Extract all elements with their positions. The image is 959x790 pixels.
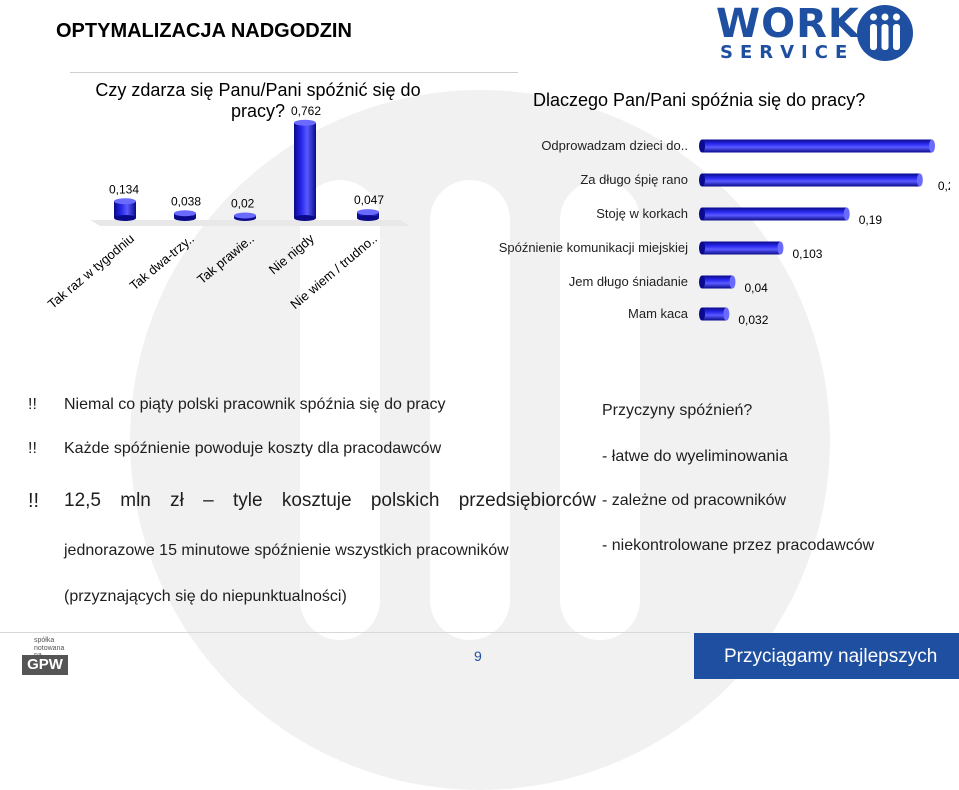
page-number: 9 bbox=[474, 648, 482, 664]
gpw-line-1: spółka bbox=[34, 637, 55, 644]
watermark-stripe-2 bbox=[430, 180, 510, 640]
chart-left-bar-base bbox=[174, 215, 196, 221]
chart-left-bar-base bbox=[114, 215, 136, 221]
chart-left-bar-top bbox=[294, 119, 316, 126]
bullet-2-text: Każde spóźnienie powoduje koszty dla pra… bbox=[64, 440, 442, 457]
chart-right-bar-top bbox=[916, 173, 923, 187]
chart-right-value-label: 0,04 bbox=[744, 281, 768, 295]
chart-right-value-label: 0,19 bbox=[859, 213, 883, 227]
chart-left-value-label: 0,762 bbox=[291, 104, 321, 118]
chart-right-bar-base bbox=[699, 173, 705, 187]
chart-left-bar-top bbox=[114, 198, 136, 205]
reasons-item-1: - łatwe do wyeliminowania bbox=[602, 448, 788, 465]
chart-left-bar bbox=[294, 122, 316, 218]
chart-right-category-label: Jem długo śniadanie bbox=[569, 274, 688, 289]
chart-right-value-label: 0,032 bbox=[738, 313, 768, 327]
chart-left-title: Czy zdarza się Panu/Pani spóźnić się do … bbox=[95, 80, 421, 121]
chart-left-category-label: Nie nigdy bbox=[266, 230, 318, 277]
chart-left-bar-top bbox=[357, 209, 379, 216]
chart-right-value-label: 0,103 bbox=[792, 247, 822, 261]
logo-word: WORK bbox=[716, 1, 860, 47]
chart-right-bar-base bbox=[699, 275, 705, 289]
chart-right-category-label: Odprowadzam dzieci do.. bbox=[541, 138, 688, 153]
chart-right-category-label: Mam kaca bbox=[628, 306, 689, 321]
chart-left-category-label: Tak dwa-trzy.. bbox=[127, 231, 197, 293]
chart-right-bar-base bbox=[699, 241, 705, 255]
gpw-badge: spółka notowana na GPW bbox=[22, 637, 68, 677]
chart-left-bar bbox=[114, 201, 136, 218]
chart-left-value-label: 0,047 bbox=[354, 193, 384, 207]
chart-left-category-label: Tak raz w tygodniu bbox=[45, 231, 137, 312]
chart-right-bar bbox=[702, 275, 733, 289]
chart-right-bar-base bbox=[699, 207, 705, 221]
bullet-1-marker: !! bbox=[28, 396, 37, 413]
chart-right-bar-top bbox=[777, 241, 784, 255]
bullet-3-text: 12,5 mln zł – tyle kosztuje polskich prz… bbox=[64, 490, 597, 511]
logo-circle-icon bbox=[857, 5, 913, 61]
chart-right-bar bbox=[702, 207, 847, 221]
footer-slogan-bar: Przyciągamy najlepszych bbox=[694, 633, 959, 679]
chart-right-category-label: Spóźnienie komunikacji miejskiej bbox=[499, 240, 688, 255]
chart-left-bar-base bbox=[357, 215, 379, 221]
chart-right-bar-top bbox=[723, 307, 730, 321]
reasons-item-3: - niekontrolowane przez pracodawców bbox=[602, 537, 875, 554]
chart-right-bar-top bbox=[843, 207, 850, 221]
chart-left-category-label: Tak prawie.. bbox=[194, 231, 257, 287]
chart-right-category-label: Za długo śpię rano bbox=[580, 172, 688, 187]
bullet-2-marker: !! bbox=[28, 440, 37, 457]
chart-right-bar bbox=[702, 241, 781, 255]
footer-slogan: Przyciągamy najlepszych bbox=[724, 646, 938, 667]
chart-left-bar-top bbox=[234, 212, 256, 219]
chart-left-value-label: 0,02 bbox=[231, 197, 255, 211]
watermark-stripe-3 bbox=[560, 180, 640, 640]
reasons-heading: Przyczyny spóźnień? bbox=[602, 402, 753, 419]
chart-left-floor bbox=[90, 220, 410, 226]
chart-right-bar bbox=[702, 139, 932, 153]
chart-right-bar bbox=[702, 173, 920, 187]
chart-right-plot: Odprowadzam dzieci do..0,302Za długo śpi… bbox=[499, 138, 950, 327]
chart-left-bar-top bbox=[174, 210, 196, 217]
chart-right-bar-base bbox=[699, 139, 705, 153]
footer-divider-left bbox=[0, 632, 690, 633]
gpw-line-3: GPW bbox=[22, 655, 68, 675]
bullet-1-text: Niemal co piąty polski pracownik spóźnia… bbox=[64, 396, 446, 413]
slide-title: OPTYMALIZACJA NADGODZIN bbox=[56, 20, 352, 42]
chart-left-value-label: 0,038 bbox=[171, 194, 201, 208]
chart-right-bar-top bbox=[729, 275, 736, 289]
work-service-logo: WORK SERVICE bbox=[716, 4, 916, 64]
chart-left-plot: 0,134 Tak raz w tygodniu 0,038 Tak dwa-trzy… bbox=[45, 104, 410, 312]
chart-right-bar-base bbox=[699, 307, 705, 321]
chart-left-bar-base bbox=[294, 215, 316, 221]
chart-right-category-label: Stoję w korkach bbox=[596, 206, 688, 221]
bullet-3-marker: !! bbox=[28, 490, 40, 512]
chart-right-bar-top bbox=[929, 139, 935, 153]
reasons-item-2: - zależne od pracowników bbox=[602, 492, 787, 509]
bullet-continuation-1: jednorazowe 15 minutowe spóźnienie wszys… bbox=[64, 542, 509, 559]
chart-left-value-label: 0,134 bbox=[109, 182, 139, 196]
watermark-stripe-1 bbox=[300, 180, 380, 640]
chart-right-bar bbox=[702, 307, 727, 321]
logo-sub: SERVICE bbox=[720, 42, 855, 63]
chart-right-value-label: 0,286 bbox=[938, 179, 950, 193]
title-divider bbox=[70, 72, 518, 73]
chart-right-title: Dlaczego Pan/Pani spóźnia się do pracy? bbox=[533, 90, 866, 110]
bullet-continuation-2: (przyznających się do niepunktualności) bbox=[64, 588, 347, 605]
